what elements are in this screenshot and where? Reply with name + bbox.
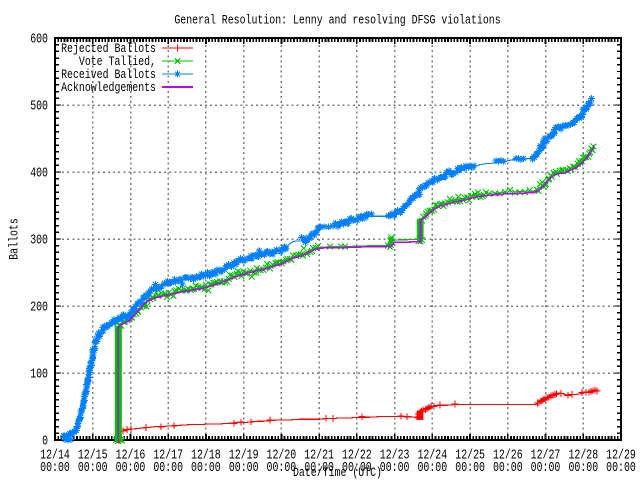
svg-text:00:00: 00:00 (153, 460, 183, 476)
svg-text:300: 300 (30, 232, 48, 248)
svg-text:12/22: 12/22 (342, 448, 372, 464)
svg-text:500: 500 (30, 98, 48, 114)
svg-text:100: 100 (30, 366, 48, 382)
svg-text:12/17: 12/17 (153, 448, 183, 464)
svg-text:12/27: 12/27 (531, 448, 561, 464)
svg-text:600: 600 (30, 31, 48, 47)
svg-text:12/28: 12/28 (568, 448, 598, 464)
svg-text:00:00: 00:00 (493, 460, 523, 476)
svg-text:00:00: 00:00 (78, 460, 108, 476)
svg-text:12/20: 12/20 (267, 448, 297, 464)
svg-text:Received Ballots: Received Ballots (61, 67, 156, 82)
svg-text:12/25: 12/25 (455, 448, 485, 464)
svg-text:Date/Time (UTC): Date/Time (UTC) (293, 465, 382, 480)
svg-text:12/26: 12/26 (493, 448, 523, 464)
svg-text:00:00: 00:00 (267, 460, 297, 476)
svg-text:400: 400 (30, 165, 48, 181)
svg-text:00:00: 00:00 (342, 460, 372, 476)
svg-text:12/29: 12/29 (606, 448, 636, 464)
svg-text:Acknowledgements: Acknowledgements (61, 80, 156, 95)
svg-text:12/18: 12/18 (191, 448, 221, 464)
svg-text:00:00: 00:00 (380, 460, 410, 476)
svg-text:Ballots: Ballots (7, 218, 22, 260)
svg-text:00:00: 00:00 (606, 460, 636, 476)
svg-text:12/23: 12/23 (380, 448, 410, 464)
svg-text:00:00: 00:00 (116, 460, 146, 476)
svg-text:00:00: 00:00 (191, 460, 221, 476)
svg-text:Rejected Ballots: Rejected Ballots (61, 41, 156, 56)
svg-text:12/15: 12/15 (78, 448, 108, 464)
svg-text:0: 0 (42, 433, 48, 449)
svg-text:12/16: 12/16 (116, 448, 146, 464)
svg-text:12/21: 12/21 (304, 448, 334, 464)
svg-text:00:00: 00:00 (229, 460, 259, 476)
svg-text:12/24: 12/24 (417, 448, 447, 464)
svg-text:00:00: 00:00 (531, 460, 561, 476)
svg-text:12/19: 12/19 (229, 448, 259, 464)
svg-text:00:00: 00:00 (455, 460, 485, 476)
svg-text:00:00: 00:00 (40, 460, 70, 476)
svg-text:Vote Tallied,: Vote Tallied, (79, 54, 156, 69)
svg-text:00:00: 00:00 (568, 460, 598, 476)
svg-text:00:00: 00:00 (417, 460, 447, 476)
svg-text:00:00: 00:00 (304, 460, 334, 476)
svg-text:General Resolution: Lenny and: General Resolution: Lenny and resolving … (174, 13, 500, 28)
svg-text:12/14: 12/14 (40, 448, 70, 464)
svg-text:200: 200 (30, 299, 48, 315)
